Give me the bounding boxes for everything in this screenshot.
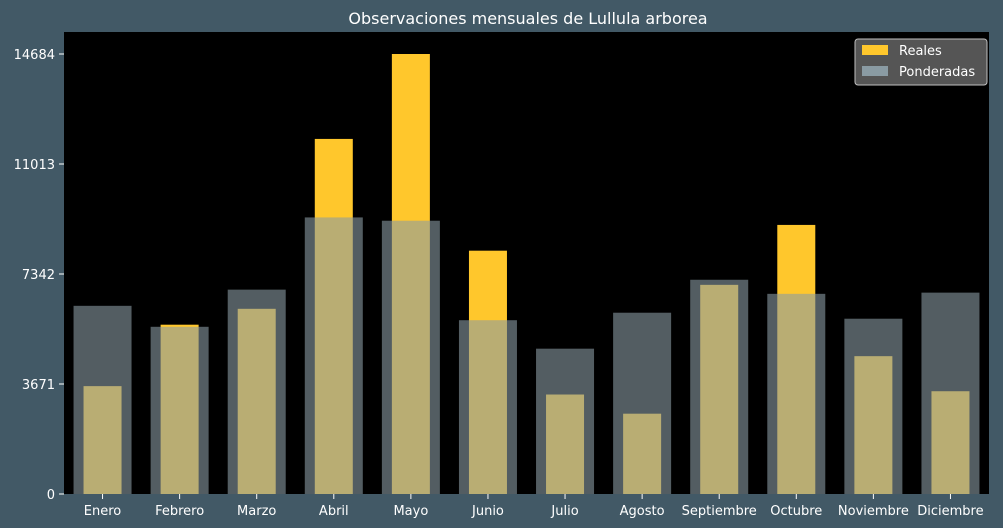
bar-ponderadas-abril — [304, 217, 363, 494]
bar-ponderadas-julio — [536, 348, 595, 494]
bar-ponderadas-febrero — [150, 326, 209, 494]
bar-ponderadas-junio — [458, 320, 517, 494]
x-tick-label-diciembre: Diciembre — [917, 504, 983, 519]
x-tick-label-abril: Abril — [319, 504, 349, 519]
x-tick-label-febrero: Febrero — [155, 504, 204, 519]
chart-title: Observaciones mensuales de Lullula arbor… — [348, 9, 707, 28]
x-tick-label-enero: Enero — [84, 504, 122, 519]
bar-ponderadas-septiembre — [690, 279, 749, 494]
legend-swatch-ponderadas — [862, 66, 888, 76]
y-tick-label: 3671 — [22, 378, 55, 393]
x-tick-label-septiembre: Septiembre — [682, 504, 757, 519]
y-tick-label: 11013 — [14, 158, 55, 173]
x-tick-label-agosto: Agosto — [620, 504, 665, 519]
bar-ponderadas-mayo — [381, 220, 440, 494]
bar-ponderadas-agosto — [613, 312, 672, 494]
legend-label-reales: Reales — [899, 44, 942, 59]
y-tick-label: 7342 — [22, 268, 55, 283]
bar-ponderadas-enero — [73, 305, 132, 494]
x-tick-label-julio: Julio — [550, 504, 578, 519]
y-tick-label: 14684 — [14, 48, 55, 63]
x-tick-label-junio: Junio — [471, 504, 504, 519]
legend-label-ponderadas: Ponderadas — [899, 65, 975, 80]
x-tick-label-octubre: Octubre — [770, 504, 822, 519]
bar-ponderadas-marzo — [227, 289, 286, 494]
bar-ponderadas-noviembre — [844, 318, 903, 494]
y-tick-label: 0 — [47, 488, 55, 503]
y-axis: 0 3671 7342 11013 14684 — [14, 48, 64, 503]
bar-ponderadas-diciembre — [921, 292, 980, 494]
bar-ponderadas-octubre — [767, 293, 826, 494]
x-tick-label-mayo: Mayo — [393, 504, 428, 519]
x-tick-label-marzo: Marzo — [237, 504, 276, 519]
series-ponderadas — [73, 217, 980, 494]
x-axis: Enero Febrero Marzo Abril Mayo Junio Julio Agos… — [84, 494, 984, 519]
x-tick-label-noviembre: Noviembre — [838, 504, 909, 519]
legend-swatch-reales — [862, 45, 888, 55]
legend: Reales Ponderadas — [854, 38, 988, 86]
plot-area — [64, 32, 989, 494]
